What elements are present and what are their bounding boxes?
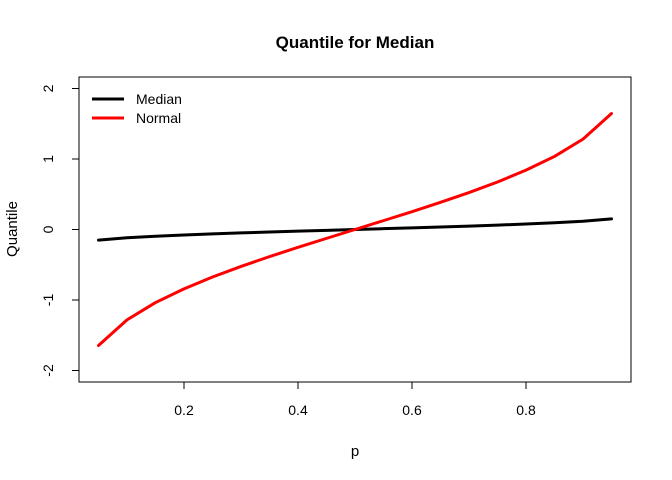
y-axis: -2 -1 0 1 2	[40, 84, 80, 377]
y-tick-label: 0	[40, 225, 56, 233]
y-tick-label: 2	[40, 84, 56, 92]
legend: Median Normal	[92, 91, 182, 126]
x-axis-label: p	[351, 443, 359, 460]
y-tick-label: -2	[40, 364, 56, 377]
y-tick-label: 1	[40, 155, 56, 163]
x-tick-label: 0.8	[516, 402, 536, 418]
series-lines	[97, 112, 613, 347]
x-tick-label: 0.6	[402, 402, 422, 418]
chart-title: Quantile for Median	[276, 33, 435, 52]
x-tick-label: 0.2	[174, 402, 194, 418]
series-line-normal	[97, 112, 613, 347]
x-tick-label: 0.4	[288, 402, 308, 418]
y-tick-label: -1	[40, 294, 56, 307]
legend-label-normal: Normal	[136, 110, 181, 126]
y-axis-label: Quantile	[4, 201, 21, 257]
x-axis: 0.2 0.4 0.6 0.8	[174, 381, 536, 418]
legend-label-median: Median	[136, 91, 182, 107]
